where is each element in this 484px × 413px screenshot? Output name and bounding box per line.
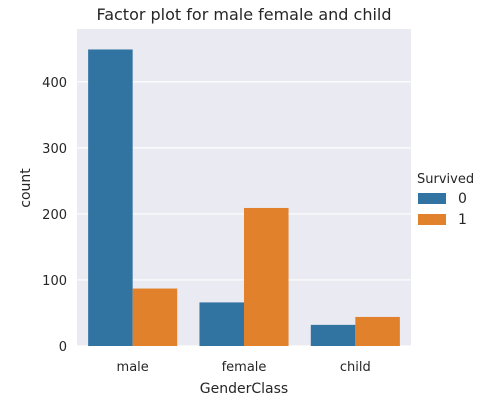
bar-female-0: [199, 302, 244, 346]
chart-title: Factor plot for male female and child: [96, 5, 391, 24]
legend-swatch-0: [418, 193, 446, 204]
bar-male-0: [88, 49, 133, 347]
legend-swatch-1: [418, 214, 446, 225]
bar-male-1: [132, 288, 178, 346]
y-tick-label: 200: [42, 208, 67, 223]
legend-label-1: 1: [458, 212, 467, 228]
legend: Survived 0 1: [417, 172, 474, 228]
y-ticks: 0 100 200 300 400: [42, 76, 67, 355]
bars: [88, 49, 400, 347]
y-tick-label: 0: [59, 340, 67, 355]
bar-child-1: [355, 316, 400, 346]
y-tick-label: 100: [42, 274, 67, 289]
x-tick-label: female: [222, 360, 267, 375]
legend-title: Survived: [417, 172, 474, 187]
y-tick-label: 400: [42, 76, 67, 91]
bar-female-1: [244, 207, 289, 346]
x-ticks: male female child: [117, 360, 371, 375]
x-tick-label: male: [117, 360, 149, 375]
legend-label-0: 0: [458, 191, 467, 207]
y-axis-label: count: [18, 168, 34, 208]
bar-child-0: [310, 324, 356, 346]
x-axis-label: GenderClass: [200, 381, 288, 397]
y-tick-label: 300: [42, 142, 67, 157]
x-tick-label: child: [340, 360, 371, 375]
